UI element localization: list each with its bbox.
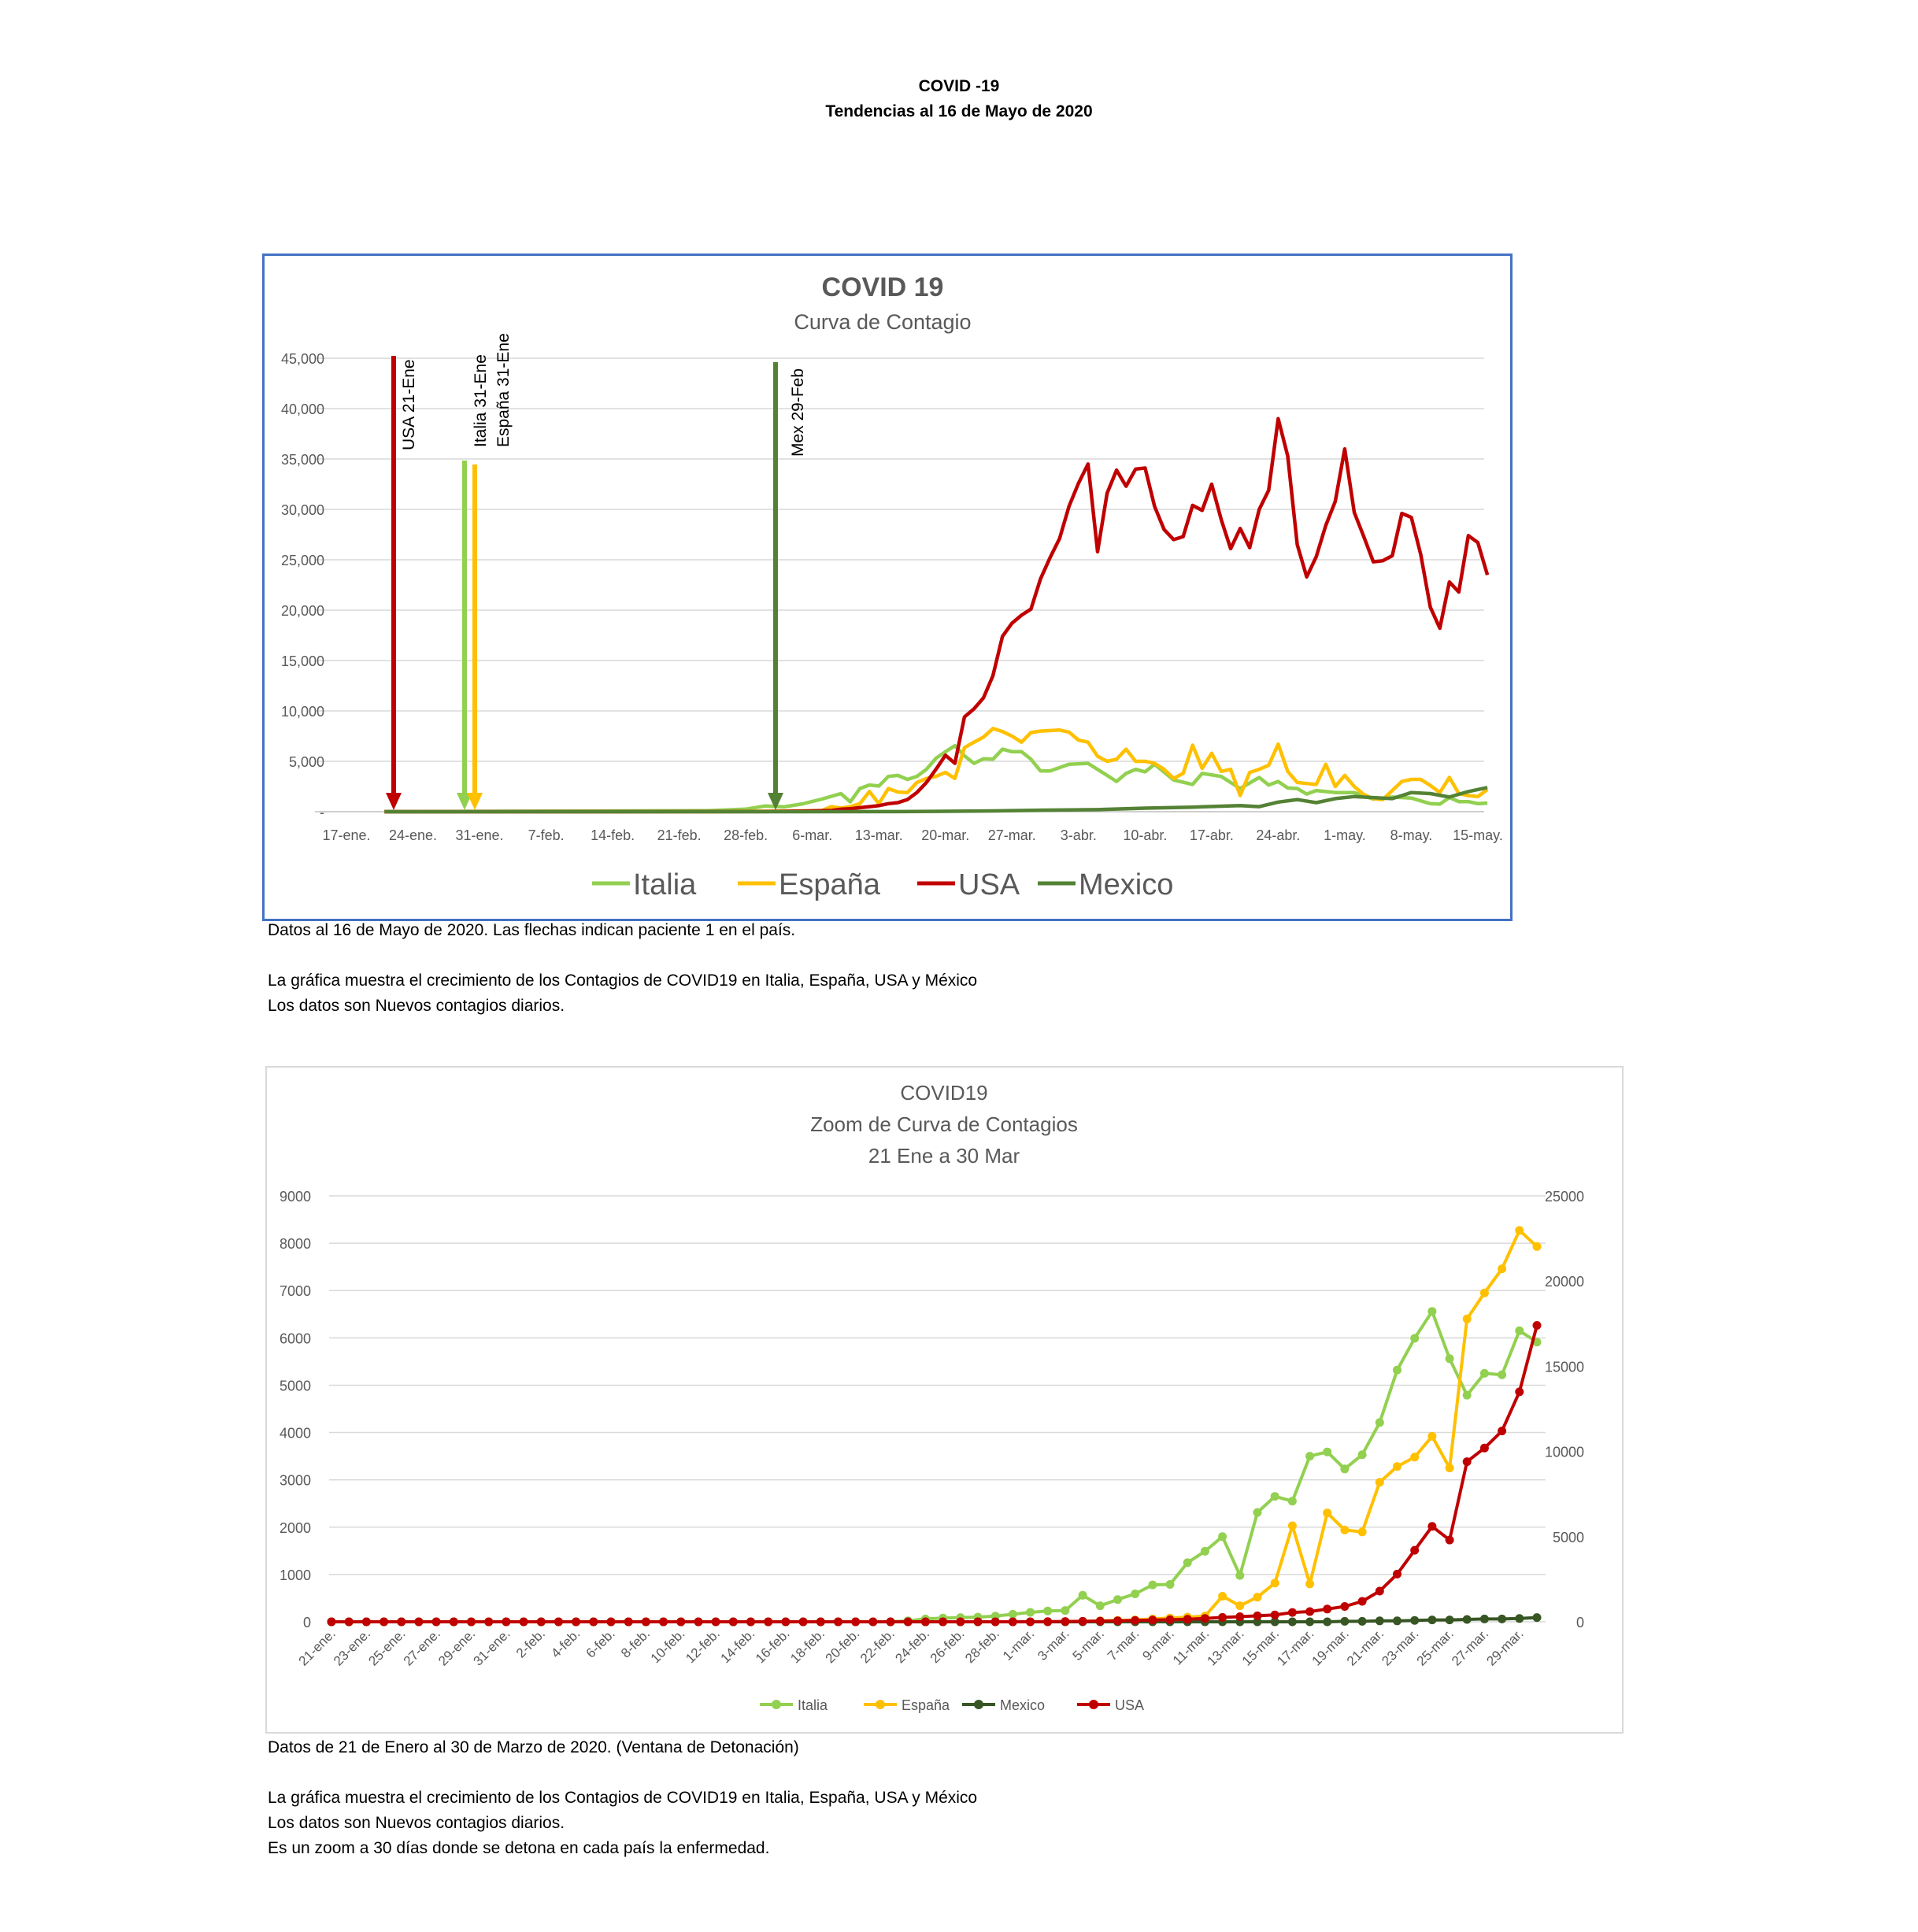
caption2: Datos de 21 de Enero al 30 de Marzo de 2… [268, 1735, 977, 1861]
caption2-line2 [268, 1760, 977, 1786]
caption1-line1: Datos al 16 de Mayo de 2020. Las flechas… [268, 921, 796, 939]
caption2-line4: Los datos son Nuevos contagios diarios. [268, 1814, 565, 1832]
caption1-line3: La gráfica muestra el crecimiento de los… [268, 972, 978, 990]
caption1-line2 [268, 943, 977, 968]
chart2-frame [265, 1066, 1624, 1734]
document-title: COVID -19 [918, 77, 1000, 95]
caption2-line5: Es un zoom a 30 días donde se detona en … [268, 1839, 770, 1857]
chart1-frame [262, 254, 1513, 921]
document-subtitle: Tendencias al 16 de Mayo de 2020 [825, 102, 1093, 120]
caption2-line3: La gráfica muestra el crecimiento de los… [268, 1789, 978, 1807]
caption1-line4: Los datos son Nuevos contagios diarios. [268, 997, 565, 1015]
caption1: Datos al 16 de Mayo de 2020. Las flechas… [268, 918, 977, 1019]
caption2-line1: Datos de 21 de Enero al 30 de Marzo de 2… [268, 1738, 799, 1756]
